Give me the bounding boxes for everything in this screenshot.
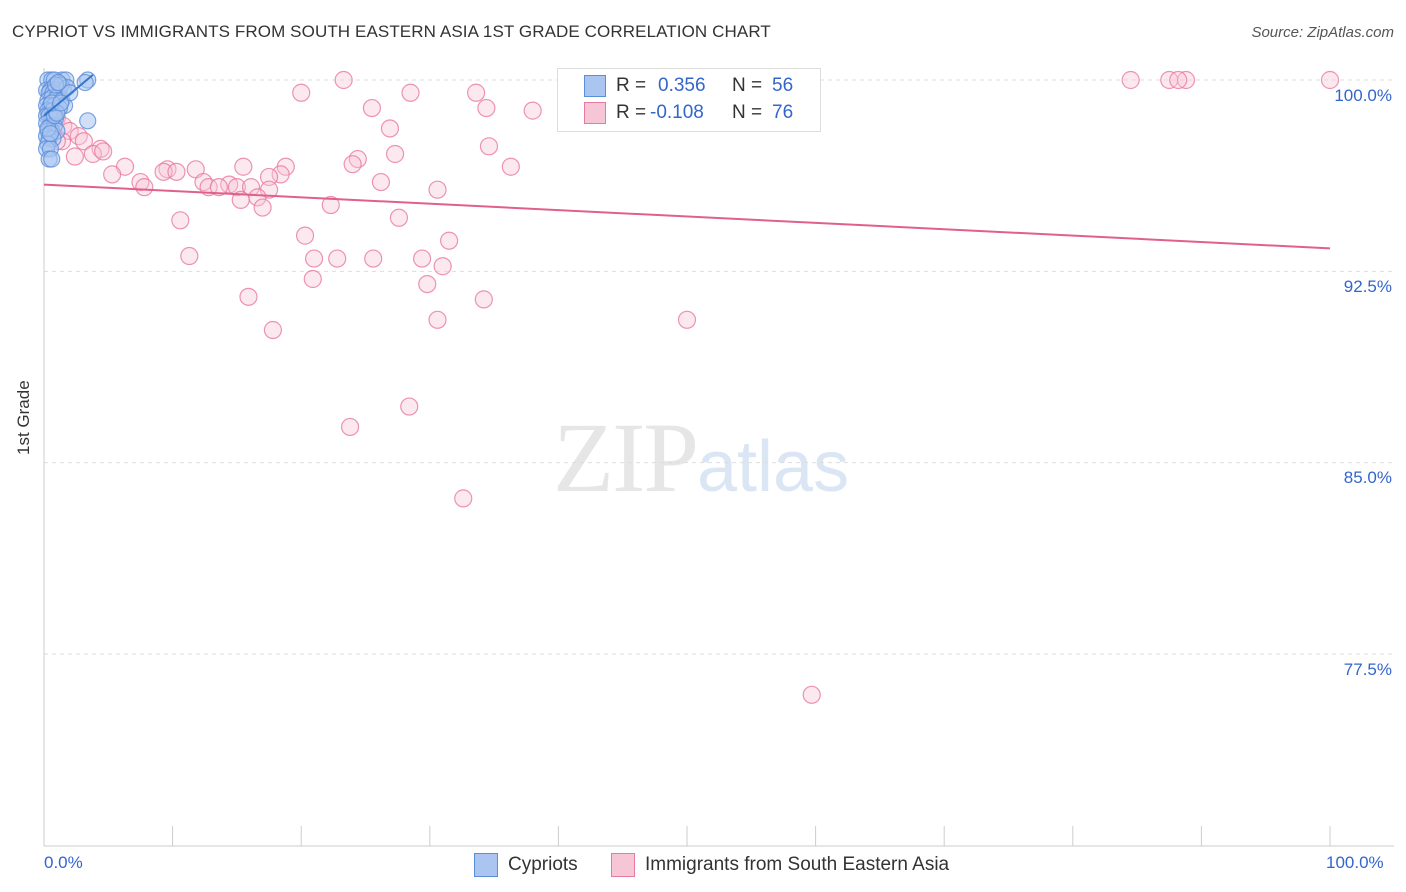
immigrant-point xyxy=(334,70,353,90)
legend-n-label: N = xyxy=(732,102,763,123)
watermark-atlas: atlas xyxy=(697,427,850,507)
immigrant-point xyxy=(65,147,84,166)
immigrant-point xyxy=(253,198,272,217)
immigrant-point xyxy=(295,226,315,245)
immigrant-point xyxy=(428,310,447,329)
immigrant-point xyxy=(304,249,324,268)
immigrant-point xyxy=(1169,70,1188,90)
immigrant-point xyxy=(271,165,290,184)
immigrant-point xyxy=(433,257,452,276)
immigrant-point xyxy=(154,162,173,181)
legend-n-value: 76 xyxy=(772,102,794,123)
bottom-legend-swatch-pink xyxy=(611,853,635,877)
immigrant-point xyxy=(234,157,253,176)
immigrant-point xyxy=(523,101,542,120)
immigrant-point xyxy=(74,132,93,151)
immigrant-point xyxy=(380,119,400,138)
cypriot-trend-line xyxy=(43,74,94,117)
immigrant-point xyxy=(248,188,267,207)
cypriot-point xyxy=(79,112,97,130)
x-tick-label-min: 0.0% xyxy=(44,853,83,872)
legend-r-value: 0.356 xyxy=(658,75,706,96)
legend-n-value: 56 xyxy=(772,75,794,96)
immigrant-point xyxy=(501,157,520,176)
legend-n-label: N = xyxy=(732,75,763,96)
immigrant-point xyxy=(439,231,459,250)
immigrant-point xyxy=(362,98,382,118)
bottom-legend-cypriots: Cypriots xyxy=(474,852,578,878)
chart-title: CYPRIOT VS IMMIGRANTS FROM SOUTH EASTERN… xyxy=(12,22,771,41)
immigrant-point xyxy=(239,287,258,306)
immigrant-point xyxy=(389,208,409,227)
cypriot-point xyxy=(43,150,61,168)
bottom-legend-immigrants: Immigrants from South Eastern Asia xyxy=(611,852,949,878)
immigrant-point xyxy=(371,172,391,192)
immigrant-point xyxy=(199,178,218,197)
watermark: ZIPatlas xyxy=(553,400,849,515)
immigrant-point xyxy=(802,685,821,704)
immigrant-point xyxy=(171,211,190,230)
immigrant-point xyxy=(103,165,122,184)
immigrant-point xyxy=(321,195,340,215)
bottom-legend-label-cypriots: Cypriots xyxy=(508,854,578,875)
legend-swatch-pink xyxy=(584,102,606,124)
immigrant-point xyxy=(1121,70,1140,90)
cypriot-point xyxy=(49,73,67,92)
x-tick-label-max: 100.0% xyxy=(1326,853,1384,872)
immigrant-point xyxy=(348,149,367,169)
immigrant-point xyxy=(364,249,383,268)
cypriot-point xyxy=(41,124,60,143)
watermark-zip: ZIP xyxy=(553,402,699,513)
immigrant-point xyxy=(412,249,432,268)
y-tick-label-77-5: 77.5% xyxy=(1343,660,1392,679)
immigrant-point xyxy=(474,290,493,309)
immigrant-trend-line xyxy=(43,183,1331,250)
immigrant-point xyxy=(428,180,447,199)
immigrant-point xyxy=(167,162,186,181)
immigrant-point xyxy=(135,178,154,197)
immigrant-point xyxy=(466,83,486,102)
immigrant-point xyxy=(263,320,283,340)
y-tick-label-100: 100.0% xyxy=(1334,86,1392,105)
legend-swatch-blue xyxy=(584,75,606,97)
immigrant-point xyxy=(385,144,405,164)
legend-r-label: R = xyxy=(616,102,647,123)
y-tick-label-85: 85.0% xyxy=(1343,468,1392,487)
source-credit: Source: ZipAtlas.com xyxy=(1251,24,1394,41)
immigrant-point xyxy=(343,155,362,174)
immigrant-point xyxy=(292,83,311,102)
immigrant-point xyxy=(328,249,347,268)
immigrant-point xyxy=(454,489,473,508)
y-tick-label-92-5: 92.5% xyxy=(1343,277,1392,296)
immigrant-point xyxy=(1176,70,1196,90)
immigrant-point xyxy=(400,397,419,416)
correlation-legend: R = 0.356 N = 56 R = -0.108 N = 76 xyxy=(557,68,821,132)
immigrant-point xyxy=(677,310,697,329)
immigrant-point xyxy=(401,83,420,102)
immigrant-point xyxy=(479,137,499,156)
immigrant-point xyxy=(94,142,113,161)
immigrant-point xyxy=(209,178,228,197)
immigrant-point xyxy=(340,417,360,437)
legend-r-value: -0.108 xyxy=(650,102,704,123)
immigrant-point xyxy=(180,246,199,266)
bottom-legend-swatch-blue xyxy=(474,853,498,877)
immigrant-point xyxy=(69,127,88,146)
bottom-legend-label-immigrants: Immigrants from South Eastern Asia xyxy=(645,854,950,875)
legend-r-label: R = xyxy=(616,75,647,96)
immigrant-point xyxy=(259,167,279,187)
immigrant-point xyxy=(1320,70,1340,90)
immigrant-point xyxy=(477,98,496,118)
immigrant-point xyxy=(418,274,437,294)
immigrant-point xyxy=(303,269,322,289)
